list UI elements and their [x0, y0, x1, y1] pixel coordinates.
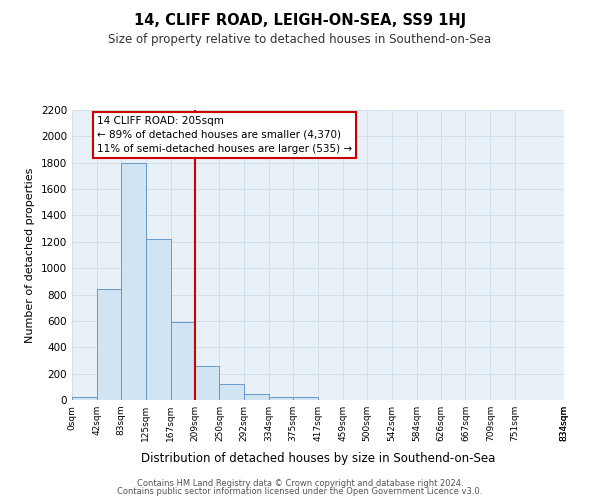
Bar [170, 322, 195, 400]
Bar [293, 398, 318, 400]
Bar [269, 396, 293, 400]
Text: Contains HM Land Registry data © Crown copyright and database right 2024.: Contains HM Land Registry data © Crown c… [137, 478, 463, 488]
Bar [195, 366, 220, 400]
Bar [146, 239, 170, 400]
Text: 14 CLIFF ROAD: 205sqm
← 89% of detached houses are smaller (4,370)
11% of semi-d: 14 CLIFF ROAD: 205sqm ← 89% of detached … [97, 116, 352, 154]
Y-axis label: Number of detached properties: Number of detached properties [25, 168, 35, 342]
Bar [121, 162, 146, 400]
Text: 14, CLIFF ROAD, LEIGH-ON-SEA, SS9 1HJ: 14, CLIFF ROAD, LEIGH-ON-SEA, SS9 1HJ [134, 12, 466, 28]
Text: Size of property relative to detached houses in Southend-on-Sea: Size of property relative to detached ho… [109, 32, 491, 46]
X-axis label: Distribution of detached houses by size in Southend-on-Sea: Distribution of detached houses by size … [141, 452, 495, 466]
Bar [244, 394, 269, 400]
Bar [72, 398, 97, 400]
Text: Contains public sector information licensed under the Open Government Licence v3: Contains public sector information licen… [118, 487, 482, 496]
Bar [97, 290, 121, 400]
Bar [220, 384, 244, 400]
